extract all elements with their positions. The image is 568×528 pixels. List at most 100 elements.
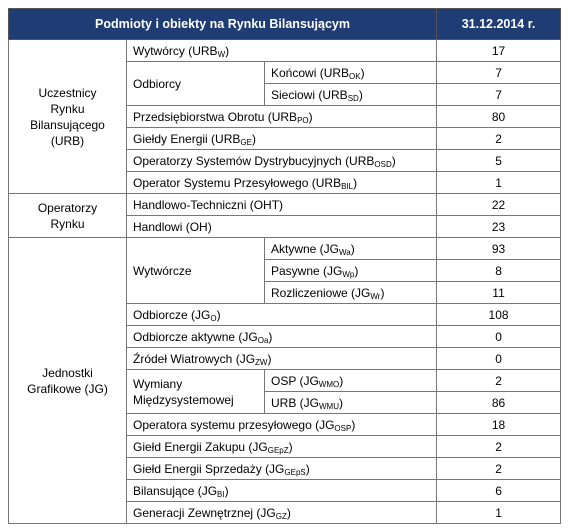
label-text: Rozliczeniowe (JG <box>271 285 371 300</box>
row-value: 2 <box>436 435 562 458</box>
label-subscript: GZ <box>275 511 287 521</box>
row-value: 8 <box>436 259 562 282</box>
group-cell: Jednostki Grafikowe (JG) <box>8 237 127 524</box>
row-label: Końcowi (URBOK) <box>263 61 438 84</box>
label-end: ) <box>268 329 273 344</box>
row-value: 2 <box>436 457 562 480</box>
row-value: 18 <box>436 413 562 436</box>
label-text: Źródeł Wiatrowych (JG <box>133 351 256 366</box>
label-subscript: BI <box>217 489 225 499</box>
row-value: 7 <box>436 61 562 84</box>
group-label: Uczestnicy Rynku Bilansującego (URB) <box>30 85 105 148</box>
row-value: 11 <box>436 281 562 304</box>
label-subscript: PO <box>297 115 309 125</box>
row-value: 22 <box>436 193 562 216</box>
label-subscript: SD <box>347 93 359 103</box>
label-end: ) <box>360 65 365 80</box>
label-text: Wytwórcy (URB <box>133 43 218 58</box>
header-date: 31.12.2014 r. <box>436 8 562 40</box>
row-value: 17 <box>436 39 562 62</box>
label-end: ) <box>224 483 229 498</box>
label-subscript: Oa <box>257 335 269 345</box>
label-end: ) <box>339 373 344 388</box>
row-label: URB (JGWMU) <box>263 391 438 414</box>
row-label: Pasywne (JGWp) <box>263 259 438 282</box>
group-cell: Operatorzy Rynku <box>8 193 127 238</box>
label-text: Pasywne (JG <box>271 263 343 278</box>
label-end: ) <box>251 131 256 146</box>
table-row: Odbiorcze (JGO) 108 <box>9 303 562 326</box>
label-text: Operator Systemu Przesyłowego (URB <box>133 175 342 190</box>
row-value: 108 <box>436 303 562 326</box>
label-subscript: Wp <box>342 269 355 279</box>
label-end: ) <box>308 109 313 124</box>
table-row: Giełd Energii Zakupu (JGGEpZ) 2 <box>9 435 562 458</box>
label-subscript: GE <box>240 137 252 147</box>
label-subscript: GEpZ <box>267 445 289 455</box>
table-row: Operatorzy Systemów Dystrybucyjnych (URB… <box>9 149 562 172</box>
group-cell: Uczestnicy Rynku Bilansującego (URB) <box>8 39 127 194</box>
row-value: 5 <box>436 149 562 172</box>
label-text: Odbiorcze (JG <box>133 307 211 322</box>
row-label: Wytwórcy (URBW) <box>125 39 438 62</box>
table-row: Operator Systemu Przesyłowego (URBBIL) 1 <box>9 171 562 194</box>
label-subscript: OSP <box>334 423 352 433</box>
label-text: Końcowi (URB <box>271 65 350 80</box>
row-value: 93 <box>436 237 562 260</box>
label-text: Giełd Energii Zakupu (JG <box>133 439 268 454</box>
table-row: Giełdy Energii (URBGE) 2 <box>9 127 562 150</box>
label-subscript: Wa <box>339 247 351 257</box>
row-label: Giełd Energii Zakupu (JGGEpZ) <box>125 435 438 458</box>
label-text: Aktywne (JG <box>271 241 340 256</box>
row-value: 2 <box>436 369 562 392</box>
row-label: Handlowo-Techniczni (OHT) <box>125 193 438 216</box>
row-label: Bilansujące (JGBI) <box>125 479 438 502</box>
header-row: Podmioty i obiekty na Rynku Bilansującym… <box>7 8 562 40</box>
row-label: Odbiorcze (JGO) <box>125 303 438 326</box>
row-value: 86 <box>436 391 562 414</box>
table-row: Operatorzy Rynku Handlowo-Techniczni (OHT… <box>8 193 562 238</box>
row-label: Sieciowi (URBSD) <box>263 83 438 106</box>
table-row: Pasywne (JGWp) 8 <box>9 259 562 282</box>
table-row: Sieciowi (URBSD) 7 <box>9 83 562 106</box>
row-label: OSP (JGWMO) <box>263 369 438 392</box>
label-text: Giełd Energii Sprzedaży (JG <box>133 461 285 476</box>
label-subscript: GEpS <box>284 467 306 477</box>
label-subscript: WMO <box>318 379 340 389</box>
label-text: Operatora systemu przesyłowego (JG <box>133 417 335 432</box>
row-label: Operator Systemu Przesyłowego (URBBIL) <box>125 171 438 194</box>
label-end: ) <box>358 87 363 102</box>
group-label: Operatorzy Rynku <box>37 200 98 231</box>
label-end: ) <box>267 351 272 366</box>
label-text: Odbiorcze aktywne (JG <box>133 329 258 344</box>
subgroup-label: Wymiany Międzysystemowej <box>126 369 265 414</box>
label-end: ) <box>354 263 359 278</box>
row-label: Giełd Energii Sprzedaży (JGGEpS) <box>125 457 438 480</box>
row-label: Rozliczeniowe (JGWr) <box>263 281 438 304</box>
label-text: Operatorzy Systemów Dystrybucyjnych (URB <box>133 153 375 168</box>
row-value: 80 <box>436 105 562 128</box>
row-value: 2 <box>436 127 562 150</box>
label-text: Bilansujące (JG <box>133 483 218 498</box>
row-label: Generacji Zewnętrznej (JGGZ) <box>125 501 438 524</box>
subgroup-label: Wytwórcze <box>126 237 265 304</box>
label-end: ) <box>350 241 355 256</box>
row-label: Handlowi (OH) <box>125 215 438 238</box>
label-end: ) <box>216 307 221 322</box>
label-end: ) <box>225 43 230 58</box>
label-end: ) <box>391 153 396 168</box>
table-row: Uczestnicy Rynku Bilansującego (URB) Wytw… <box>8 39 562 194</box>
row-value: 23 <box>436 215 562 238</box>
label-end: ) <box>380 285 385 300</box>
subgroup-label: Odbiorcy <box>126 61 265 106</box>
row-label: Przedsiębiorstwa Obrotu (URBPO) <box>125 105 438 128</box>
label-subscript: OSD <box>374 159 392 169</box>
label-text: Przedsiębiorstwa Obrotu (URB <box>133 109 298 124</box>
label-subscript: Wr <box>370 291 381 301</box>
table-row: Przedsiębiorstwa Obrotu (URBPO) 80 <box>9 105 562 128</box>
row-label: Odbiorcze aktywne (JGOa) <box>125 325 438 348</box>
label-end: ) <box>339 395 343 410</box>
row-value: 6 <box>436 479 562 502</box>
row-value: 0 <box>436 347 562 370</box>
